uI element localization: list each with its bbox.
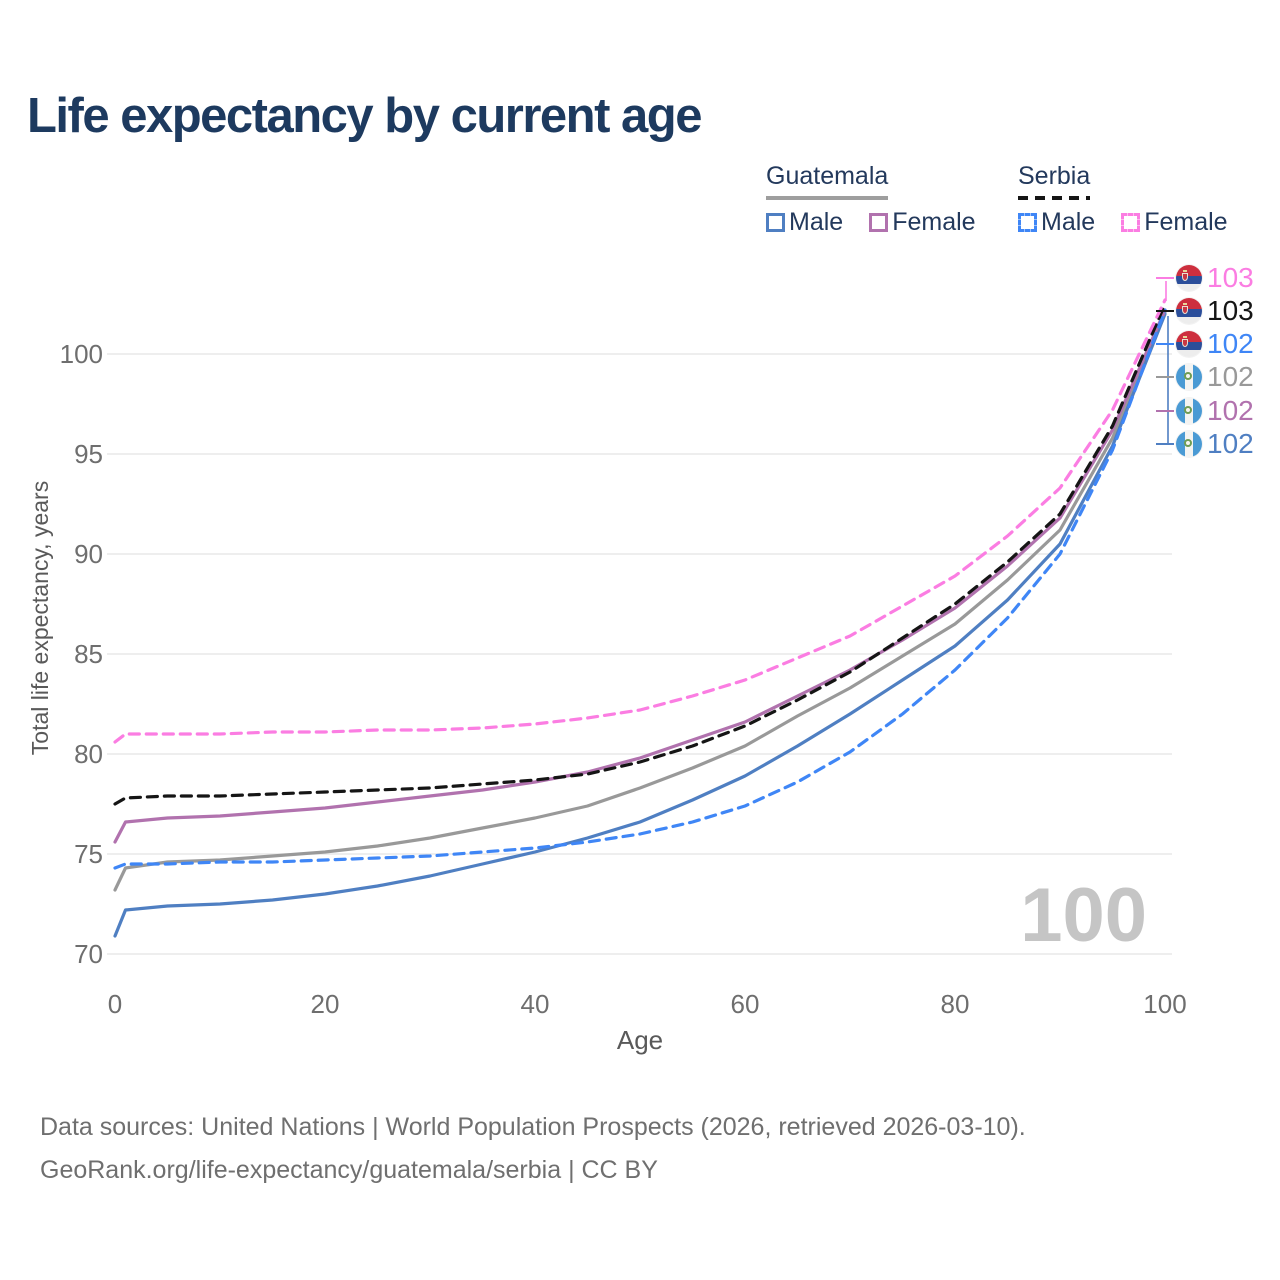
female-swatch-icon <box>1121 213 1141 232</box>
female-swatch-icon <box>869 213 889 232</box>
y-tick-label: 85 <box>74 639 103 669</box>
end-label-value: 102 <box>1207 428 1254 459</box>
watermark-text: 100 <box>1020 873 1147 958</box>
series-line-guatemala-female <box>113 308 1167 844</box>
series-line-serbia-male <box>113 308 1167 870</box>
y-tick-label: 95 <box>74 439 103 469</box>
legend-group-guatemala: Guatemala Male Female <box>766 162 976 237</box>
end-label-serbia-male: 102 <box>1176 328 1254 360</box>
end-label-guatemala-total: 102 <box>1176 361 1254 393</box>
footer: Data sources: United Nations | World Pop… <box>40 1106 1026 1191</box>
y-tick-label: 90 <box>74 539 103 569</box>
x-tick-label: 20 <box>311 989 340 1019</box>
legend-group-serbia: Serbia Male Female <box>1018 162 1228 237</box>
end-label-guatemala-male: 102 <box>1176 428 1254 460</box>
y-tick-label: 70 <box>74 939 103 969</box>
series-line-guatemala-male <box>113 312 1167 938</box>
end-label-serbia-total: 103 <box>1176 295 1254 327</box>
end-label-value: 102 <box>1207 395 1254 426</box>
serbia-flag-icon <box>1176 265 1202 291</box>
legend-item-serbia-male[interactable]: Male <box>1018 208 1095 237</box>
guatemala-flag-icon <box>1176 364 1202 390</box>
y-axis-title: Total life expectancy, years <box>27 481 53 755</box>
end-label-serbia-female: 103 <box>1176 262 1254 294</box>
legend-country-label: Guatemala <box>766 162 889 190</box>
x-tick-label: 100 <box>1143 989 1186 1019</box>
end-label-guatemala-female: 102 <box>1176 395 1254 427</box>
x-tick-label: 0 <box>108 989 122 1019</box>
series-line-serbia-female <box>113 298 1167 744</box>
legend-item-guatemala-female[interactable]: Female <box>869 208 976 237</box>
end-label-value: 102 <box>1207 361 1254 392</box>
y-tick-label: 100 <box>60 339 103 369</box>
end-label-value: 102 <box>1207 328 1254 359</box>
footer-attribution: GeoRank.org/life-expectancy/guatemala/se… <box>40 1155 658 1184</box>
end-label-value: 103 <box>1207 295 1254 326</box>
y-tick-label: 75 <box>74 839 103 869</box>
chart-title: Life expectancy by current age <box>27 89 702 143</box>
guatemala-flag-icon <box>1176 398 1202 424</box>
x-tick-label: 40 <box>521 989 550 1019</box>
male-swatch-icon <box>1018 213 1037 232</box>
series-line-serbia-total <box>113 302 1167 806</box>
end-label-value: 103 <box>1207 262 1254 293</box>
male-swatch-icon <box>766 213 785 232</box>
legend-item-serbia-female[interactable]: Female <box>1121 208 1228 237</box>
serbia-flag-icon <box>1176 298 1202 324</box>
dashed-line-swatch <box>1018 196 1091 200</box>
x-tick-label: 60 <box>731 989 760 1019</box>
footer-sources: Data sources: United Nations | World Pop… <box>40 1113 1026 1141</box>
series-line-guatemala-total <box>113 310 1167 892</box>
legend-item-guatemala-male[interactable]: Male <box>766 208 843 237</box>
x-axis-title: Age <box>617 1025 663 1055</box>
guatemala-flag-icon <box>1176 431 1202 457</box>
x-tick-label: 80 <box>941 989 970 1019</box>
legend-country-label: Serbia <box>1018 162 1091 190</box>
serbia-flag-icon <box>1176 331 1202 357</box>
solid-line-swatch <box>766 196 889 200</box>
y-tick-label: 80 <box>74 739 103 769</box>
